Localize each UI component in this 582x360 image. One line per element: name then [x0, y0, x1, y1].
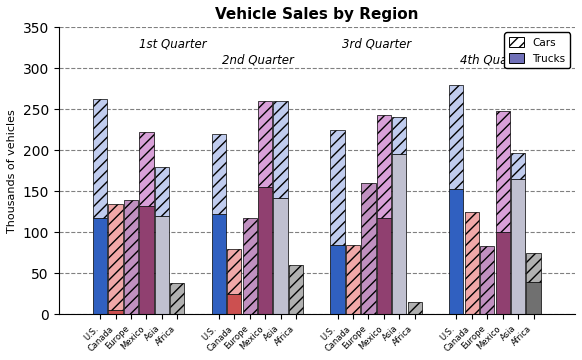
- Y-axis label: Thousands of vehicles: Thousands of vehicles: [7, 109, 17, 233]
- Bar: [511, 153, 525, 179]
- Bar: [274, 101, 288, 198]
- Bar: [258, 101, 272, 187]
- Bar: [331, 245, 345, 314]
- Bar: [155, 167, 169, 216]
- Bar: [511, 179, 525, 314]
- Bar: [480, 246, 494, 314]
- Bar: [212, 134, 226, 214]
- Text: 1st Quarter: 1st Quarter: [139, 37, 207, 50]
- Bar: [243, 217, 257, 314]
- Bar: [392, 117, 406, 154]
- Bar: [124, 199, 138, 314]
- Bar: [526, 282, 541, 314]
- Legend: Cars, Trucks: Cars, Trucks: [505, 32, 570, 68]
- Bar: [346, 245, 360, 314]
- Bar: [331, 130, 345, 245]
- Bar: [227, 249, 242, 294]
- Bar: [377, 115, 391, 217]
- Bar: [392, 154, 406, 314]
- Text: 3rd Quarter: 3rd Quarter: [342, 37, 411, 50]
- Bar: [170, 283, 184, 314]
- Bar: [227, 294, 242, 314]
- Bar: [274, 198, 288, 314]
- Bar: [139, 206, 154, 314]
- Text: 4th Quarter: 4th Quarter: [460, 54, 530, 67]
- Bar: [155, 216, 169, 314]
- Bar: [108, 310, 123, 314]
- Bar: [212, 214, 226, 314]
- Bar: [449, 189, 463, 314]
- Bar: [108, 204, 123, 310]
- Bar: [289, 265, 303, 314]
- Bar: [449, 85, 463, 189]
- Bar: [93, 217, 107, 314]
- Bar: [407, 302, 422, 314]
- Bar: [495, 111, 510, 232]
- Bar: [93, 99, 107, 217]
- Title: Vehicle Sales by Region: Vehicle Sales by Region: [215, 7, 418, 22]
- Bar: [464, 212, 479, 314]
- Bar: [377, 217, 391, 314]
- Text: 2nd Quarter: 2nd Quarter: [222, 54, 293, 67]
- Bar: [139, 132, 154, 206]
- Bar: [258, 187, 272, 314]
- Bar: [361, 183, 375, 314]
- Bar: [526, 253, 541, 282]
- Bar: [495, 232, 510, 314]
